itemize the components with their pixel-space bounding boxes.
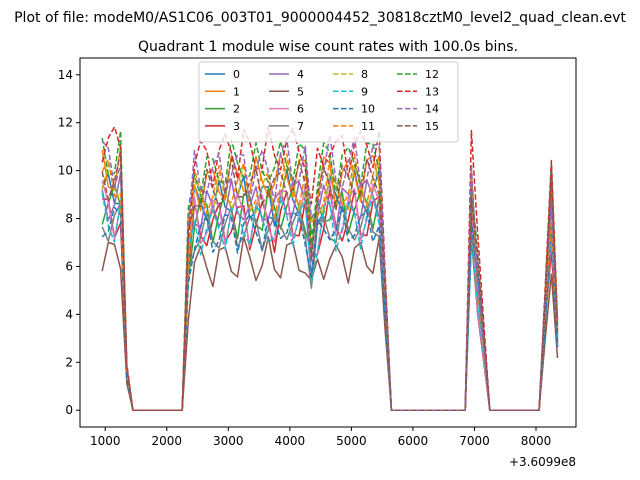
x-tick-label: 1000 (90, 434, 121, 448)
legend-label-15: 15 (425, 120, 439, 133)
y-tick-label: 8 (65, 212, 73, 226)
y-axis: 0 2 4 6 8 10 12 14 (58, 68, 80, 417)
legend-label-9: 9 (361, 85, 368, 98)
x-offset-label: +3.6099e8 (509, 455, 576, 469)
legend-label-14: 14 (425, 103, 439, 116)
y-tick-label: 4 (65, 307, 73, 321)
legend-label-12: 12 (425, 68, 439, 81)
legend-label-8: 8 (361, 68, 368, 81)
y-tick-label: 10 (58, 164, 73, 178)
legend-label-13: 13 (425, 85, 439, 98)
axes-frame (79, 57, 577, 428)
x-axis: 1000 2000 3000 4000 5000 6000 7000 8000 (90, 427, 551, 448)
legend-label-5: 5 (297, 85, 304, 98)
legend-label-1: 1 (233, 85, 240, 98)
x-tick-label: 2000 (151, 434, 182, 448)
series-line-15 (101, 151, 559, 411)
legend-label-4: 4 (297, 68, 304, 81)
legend-label-7: 7 (297, 120, 304, 133)
legend-label-3: 3 (233, 120, 240, 133)
x-tick-label: 5000 (336, 434, 367, 448)
y-tick-label: 2 (65, 355, 73, 369)
y-tick-label: 0 (65, 403, 73, 417)
y-tick-label: 6 (65, 259, 73, 273)
legend-label-6: 6 (297, 103, 304, 116)
plot-area (79, 57, 577, 428)
y-tick-label: 14 (58, 68, 73, 82)
figure-suptitle: Plot of file: modeM0/AS1C06_003T01_90000… (14, 10, 626, 26)
series-line-10 (101, 205, 559, 411)
legend-label-2: 2 (233, 103, 240, 116)
x-tick-label: 3000 (213, 434, 244, 448)
legend-label-11: 11 (361, 120, 375, 133)
x-tick-label: 8000 (521, 434, 552, 448)
series-layer (101, 125, 559, 411)
y-tick-label: 12 (58, 116, 73, 130)
x-tick-label: 7000 (459, 434, 490, 448)
x-tick-label: 6000 (398, 434, 429, 448)
legend-label-0: 0 (233, 68, 240, 81)
chart-title: Quadrant 1 module wise count rates with … (138, 39, 518, 55)
legend-frame (198, 61, 459, 143)
legend-label-10: 10 (361, 103, 375, 116)
x-tick-label: 4000 (275, 434, 306, 448)
